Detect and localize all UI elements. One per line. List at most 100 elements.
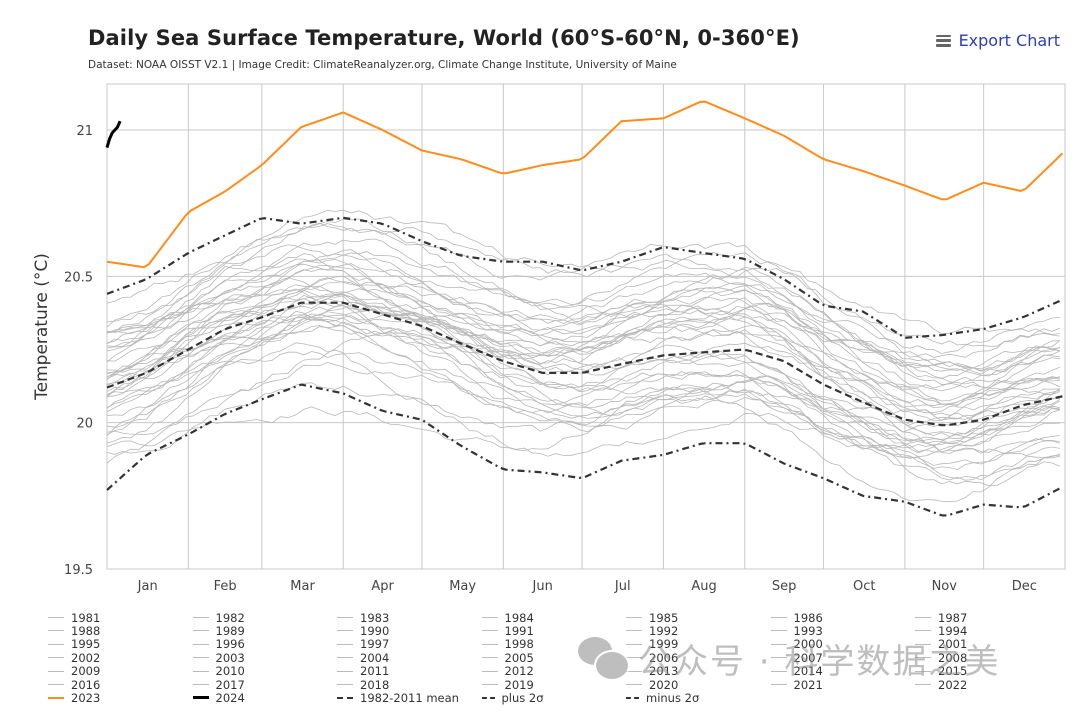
x-tick-label: Jun [532,579,553,594]
legend-item[interactable]: minus 2σ [626,691,699,705]
background-year-lines [106,209,1061,503]
legend-swatch [48,696,64,699]
line-plus-2- [106,216,1063,339]
legend-item[interactable]: 2024 [192,690,245,705]
legend-item[interactable]: 1996 [192,637,245,652]
legend-item[interactable]: 2012 [481,664,534,678]
line-2015 [106,244,1060,354]
legend-item[interactable]: 2020 [626,678,678,692]
legend-item[interactable]: 1981 [48,611,100,625]
y-axis-label: Temperature (°C) [32,253,52,401]
legend-label: 1996 [215,637,245,652]
legend-item[interactable]: 2003 [192,651,245,665]
axes: 19.5 20 20.5 21 Jan Feb Mar Apr May Jun Jul Aug Sep O… [32,124,1037,594]
line-2014 [106,258,1060,358]
legend-swatch [770,630,787,632]
legend-item[interactable]: 2006 [626,651,678,665]
line-2007 [106,310,1060,389]
legend-swatch [192,684,209,685]
line-1992 [106,309,1060,481]
legend-swatch [915,630,931,632]
legend-item[interactable]: 2004 [337,651,389,665]
legend-label: 2014 [793,664,823,679]
legend-swatch [192,670,209,672]
legend-label: 1998 [504,637,534,652]
legend-item[interactable]: 2007 [770,651,823,665]
legend-item[interactable]: 1990 [337,624,389,638]
legend-item[interactable]: 2021 [770,677,823,692]
legend-item[interactable]: 1985 [626,611,678,625]
legend-item[interactable]: 2016 [48,678,100,692]
legend-label: 1995 [71,637,101,652]
legend-swatch [48,643,64,645]
line-1982-2011-mean [106,301,1063,427]
legend-swatch [337,657,353,659]
legend-item[interactable]: 2008 [915,650,968,665]
legend-item[interactable]: 1982 [192,611,245,625]
line-2018 [106,218,1060,409]
legend-item[interactable]: 1988 [48,624,100,638]
legend-item[interactable]: 2010 [192,664,245,678]
legend-item[interactable]: 2015 [915,664,967,678]
line-2003 [106,251,1060,437]
legend-item[interactable]: 2005 [481,650,534,665]
x-tick-label: Apr [371,579,394,594]
legend-item[interactable]: 2018 [337,678,389,692]
legend-item[interactable]: 1993 [770,624,823,638]
legend-item[interactable]: 1992 [626,624,678,638]
legend-item[interactable]: 2023 [48,691,100,705]
legend-swatch [770,657,787,659]
line-1983 [106,316,1060,433]
legend-swatch [770,617,787,618]
legend-item[interactable]: 1982-2011 mean [337,691,459,705]
legend-item[interactable]: 2011 [337,664,390,679]
legend-item[interactable]: 2013 [626,664,679,679]
legend-label: 1999 [649,637,679,652]
legend-item[interactable]: 1989 [192,624,245,638]
legend-swatch [770,643,787,645]
legend-item[interactable]: 2017 [192,678,245,692]
export-chart-button[interactable]: Export Chart [935,31,1060,50]
legend-item[interactable]: 1999 [626,637,679,652]
legend-item[interactable]: 1997 [337,637,389,651]
legend-item[interactable]: 2014 [770,664,823,679]
legend-label: 2021 [793,677,823,692]
legend-label: 2011 [360,664,390,679]
legend-item[interactable]: 2002 [48,651,100,665]
line-1982 [106,342,1060,457]
legend-item[interactable]: 2019 [481,678,534,692]
legend-swatch [192,617,209,618]
line-2011 [106,288,1060,406]
legend-swatch [481,684,498,685]
legend-swatch [626,657,642,659]
legend-item[interactable]: 1991 [481,624,534,638]
legend-label: 2013 [649,664,679,679]
menu-icon [935,34,951,47]
legend-item[interactable]: 1995 [48,637,101,652]
legend-item[interactable]: plus 2σ [481,691,544,705]
chart-subtitle: Dataset: NOAA OISST V2.1 | Image Credit:… [88,59,677,71]
legend-item[interactable]: 1984 [481,611,534,625]
legend-item[interactable]: 1983 [337,611,389,625]
legend-item[interactable]: 1994 [915,624,967,638]
legend-label: 2024 [215,690,245,705]
legend-swatch [337,617,353,618]
legend-swatch [192,630,209,632]
legend-item[interactable]: 1998 [481,637,534,652]
legend-label: 2005 [504,650,534,665]
legend-swatch [770,684,787,685]
line-1984 [106,379,1060,458]
legend-item[interactable]: 2022 [915,678,967,692]
x-tick-label: Sep [772,579,797,594]
legend-label: 2008 [938,650,968,665]
line-2013 [106,284,1060,391]
legend-item[interactable]: 2009 [48,664,100,678]
line-1981 [106,361,1060,487]
legend-swatch [48,670,64,672]
legend-item[interactable]: 2000 [770,637,823,651]
legend-item[interactable]: 1986 [770,611,823,625]
legend-item[interactable]: 1987 [915,611,967,625]
legend-item[interactable]: 2001 [915,637,967,651]
legend-swatch [481,617,498,618]
x-tick-label: Aug [691,579,716,594]
